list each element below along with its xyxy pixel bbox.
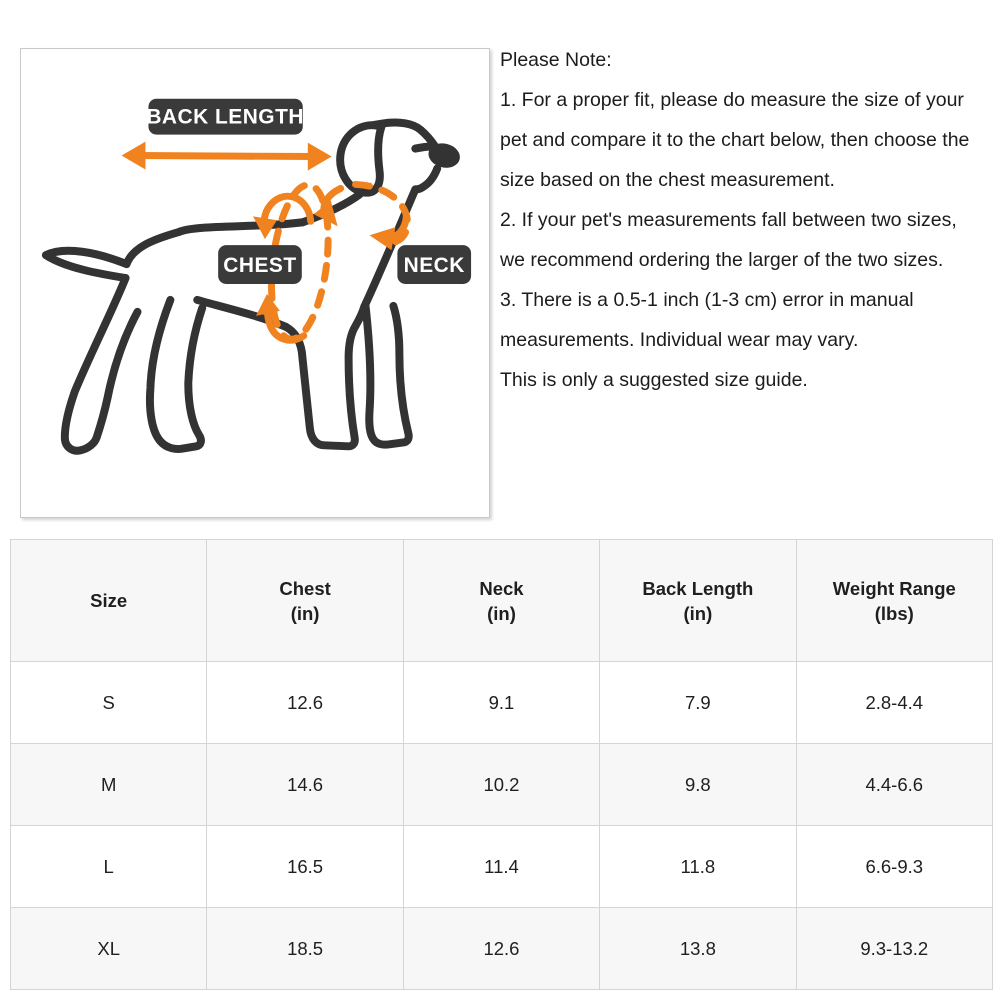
column-header-neck: Neck (in) (402, 539, 601, 662)
cell-back: 7.9 (599, 661, 797, 744)
dog-ear (336, 121, 386, 197)
cell-neck: 11.4 (402, 825, 601, 908)
column-header-chest: Chest (in) (206, 539, 404, 662)
note-line: size based on the chest measurement. (500, 169, 835, 191)
cell-chest: 18.5 (206, 907, 404, 990)
cell-chest: 12.6 (206, 661, 404, 744)
note-line: 1. For a proper fit, please do measure t… (500, 89, 964, 111)
column-header-weight-range: Weight Range (lbs) (795, 539, 994, 662)
chest-label: CHEST (218, 245, 302, 284)
cell-back: 13.8 (599, 907, 797, 990)
chest-label-text: CHEST (223, 254, 296, 277)
note-line: This is only a suggested size guide. (500, 369, 808, 391)
table-row-l: L 16.5 11.4 11.8 6.6-9.3 (9, 825, 994, 908)
cell-neck: 9.1 (402, 661, 601, 744)
table-row-xl: XL 18.5 12.6 13.8 9.3-13.2 (9, 907, 994, 990)
cell-size: S (9, 661, 208, 744)
neck-bottom-arrow (369, 212, 410, 251)
column-header-back-length: Back Length (in) (599, 539, 797, 662)
cell-size: XL (9, 907, 208, 990)
dog-diagram-figure: BACK LENGTH CHEST NECK (41, 98, 472, 455)
dog-measurement-diagram: BACK LENGTH CHEST NECK (20, 48, 490, 518)
cell-size: M (9, 743, 208, 826)
note-line: we recommend ordering the larger of the … (500, 249, 944, 271)
cell-weight: 4.4-6.6 (795, 743, 994, 826)
neck-label: NECK (397, 245, 472, 284)
note-text-block: Please Note: 1. For a proper fit, please… (500, 40, 995, 400)
cell-neck: 10.2 (402, 743, 601, 826)
cell-weight: 2.8-4.4 (795, 661, 994, 744)
column-header-size: Size (9, 539, 208, 662)
note-line: measurements. Individual wear may vary. (500, 329, 859, 351)
cell-chest: 14.6 (206, 743, 404, 826)
dog-nose (428, 143, 460, 168)
neck-label-text: NECK (404, 254, 465, 277)
cell-back: 11.8 (599, 825, 797, 908)
cell-back: 9.8 (599, 743, 797, 826)
table-header-row: Size Chest (in) Neck (in) Back Length (i… (9, 539, 994, 662)
cell-weight: 6.6-9.3 (795, 825, 994, 908)
cell-chest: 16.5 (206, 825, 404, 908)
dog-outline (41, 118, 460, 455)
measurement-annotations (121, 141, 411, 344)
neck-left-arrow (313, 184, 345, 227)
cell-size: L (9, 825, 208, 908)
note-line: 2. If your pet's measurements fall betwe… (500, 209, 957, 231)
chest-top-arrow (253, 192, 315, 240)
back-length-arrow (121, 141, 332, 171)
cell-neck: 12.6 (402, 907, 601, 990)
cell-weight: 9.3-13.2 (795, 907, 994, 990)
note-line: pet and compare it to the chart below, t… (500, 129, 970, 151)
note-heading: Please Note: (500, 49, 612, 71)
back-length-label: BACK LENGTH (146, 98, 304, 135)
chest-bottom-arrow (255, 293, 308, 344)
table-row-m: M 14.6 10.2 9.8 4.4-6.6 (9, 743, 994, 826)
back-length-label-text: BACK LENGTH (146, 106, 304, 129)
note-line: 3. There is a 0.5-1 inch (1-3 cm) error … (500, 289, 914, 311)
table-row-s: S 12.6 9.1 7.9 2.8-4.4 (9, 661, 994, 744)
size-chart-table: Size Chest (in) Neck (in) Back Length (i… (9, 539, 994, 990)
